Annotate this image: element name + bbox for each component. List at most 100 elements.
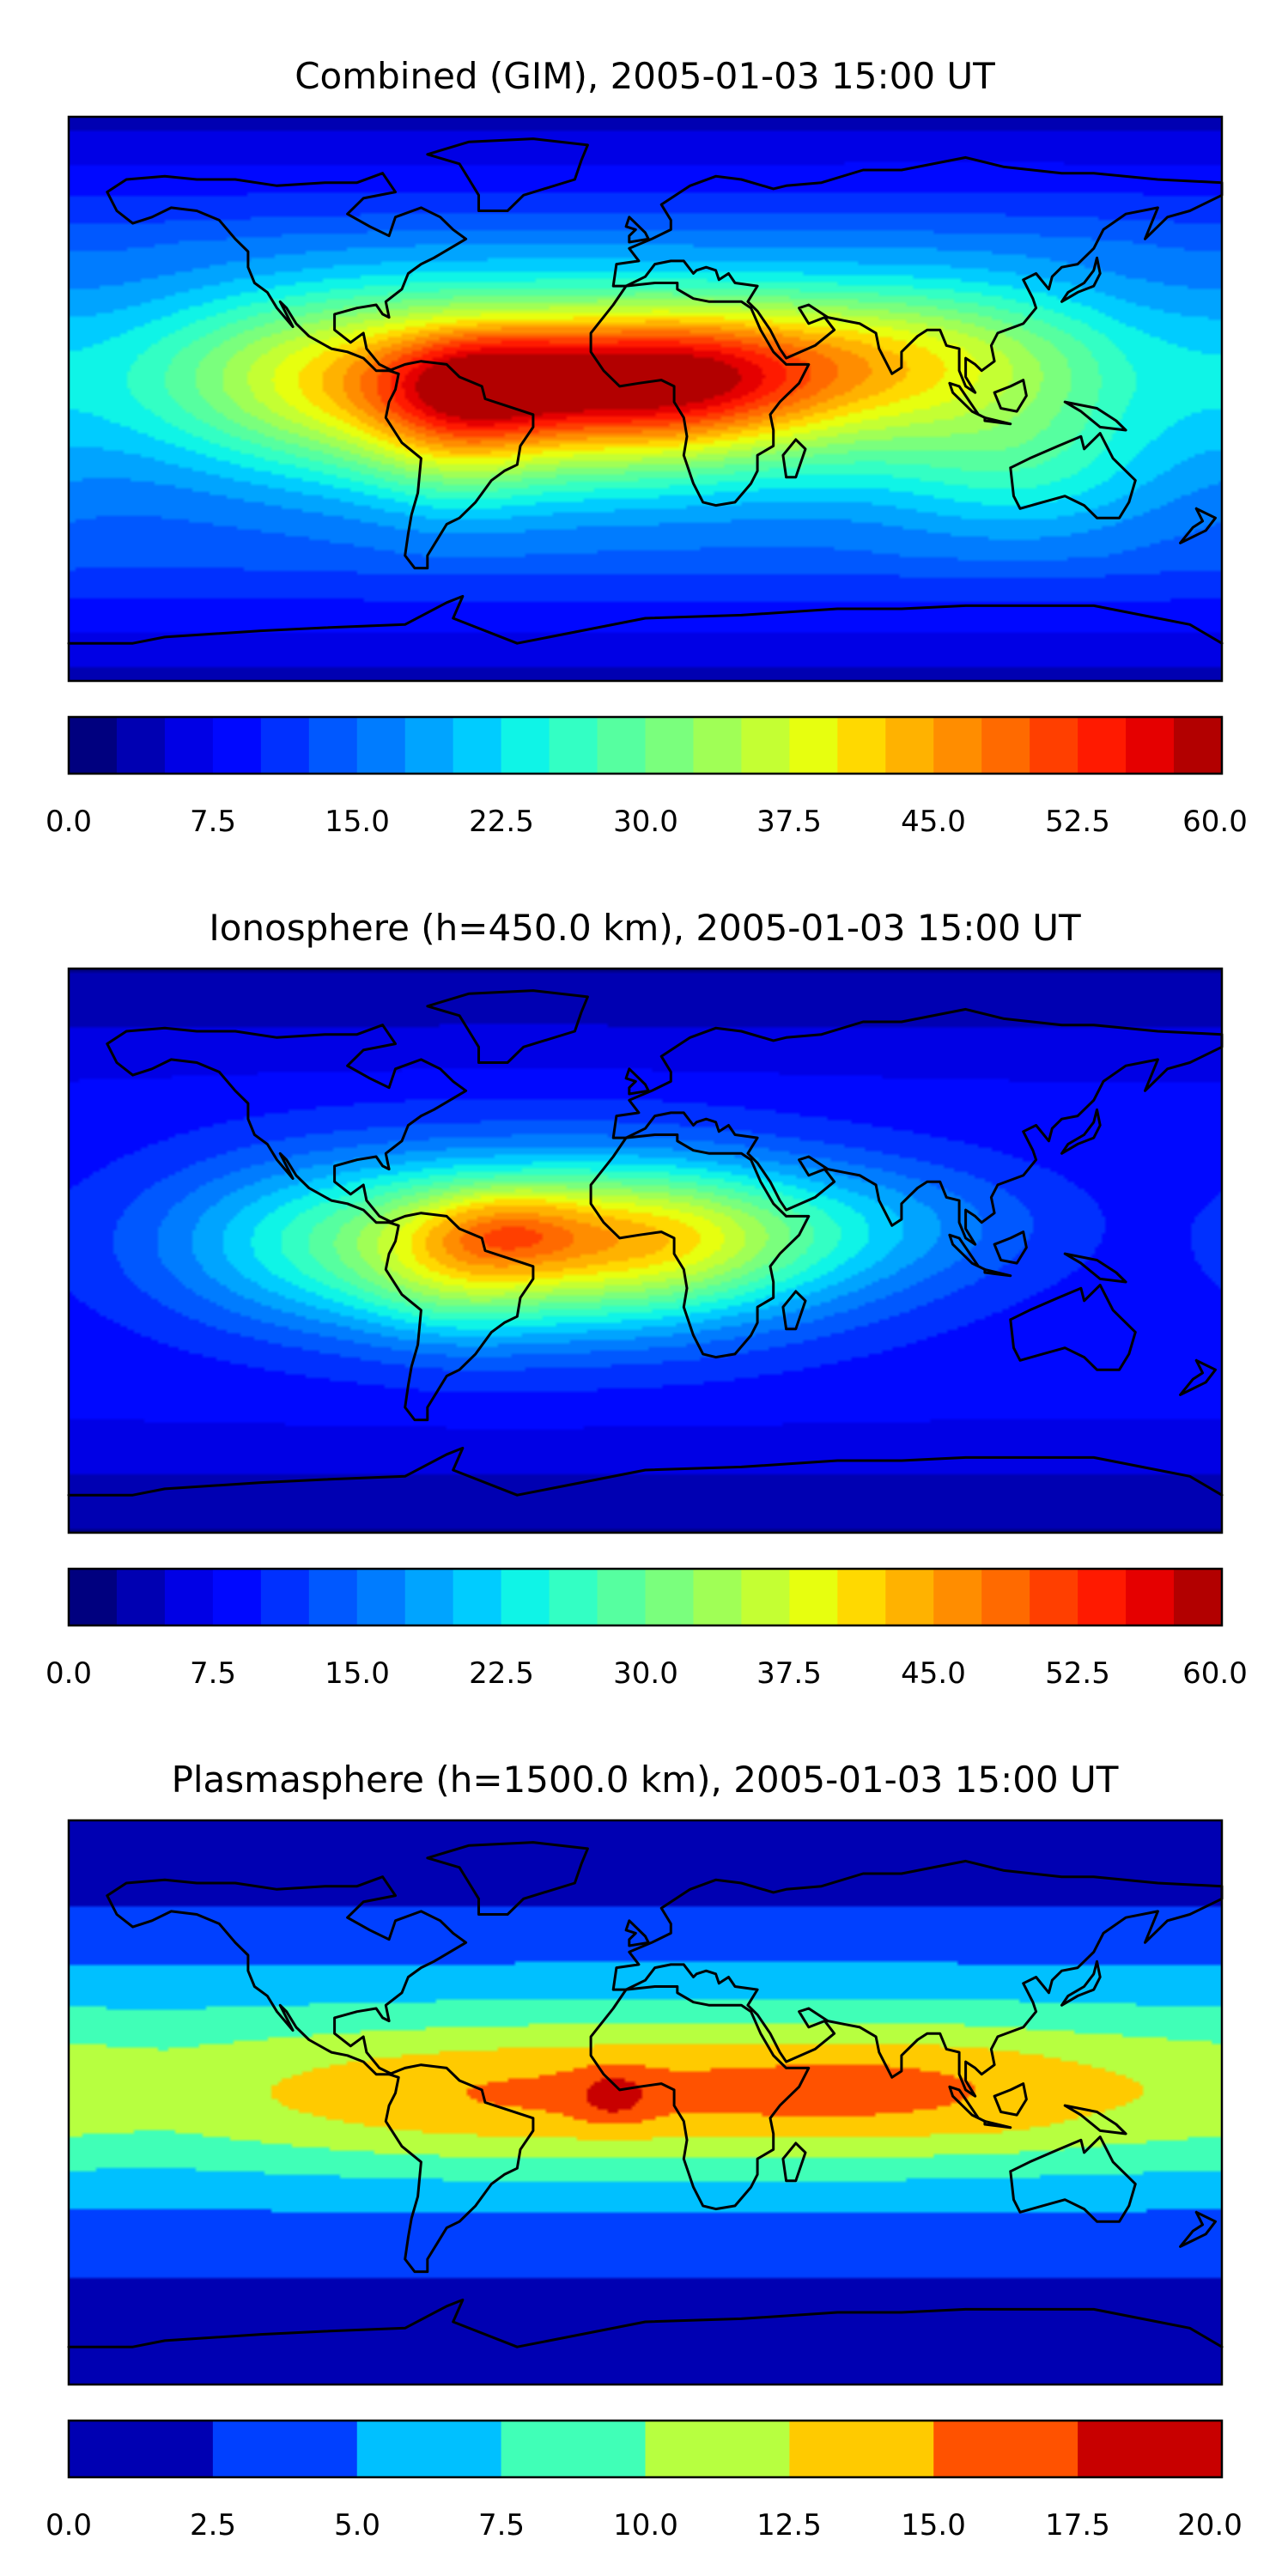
colorbar-tick-label: 7.5 (478, 2508, 525, 2543)
colorbar-swatch (789, 1569, 838, 1625)
coastline (624, 1919, 650, 1947)
coastline (983, 416, 1012, 426)
colorbar-tick-label: 52.5 (1045, 805, 1110, 839)
colorbar-swatch (549, 717, 598, 774)
colorbar-tick-label: 45.0 (901, 1656, 966, 1691)
colorbar-swatch (260, 1569, 310, 1625)
coastline (1179, 507, 1217, 544)
panel-title: Ionosphere (h=450.0 km), 2005-01-03 15:0… (209, 907, 1081, 949)
coastline (67, 1446, 1224, 1497)
colorbar-tick-label: 22.5 (469, 805, 534, 839)
coastline (1060, 1959, 1102, 2007)
coastline (384, 360, 535, 570)
colorbar-swatch (69, 2421, 214, 2477)
colorbar-tick-label: 45.0 (901, 805, 966, 839)
panel-ionosphere: Ionosphere (h=450.0 km), 2005-01-03 15:0… (46, 907, 1248, 1691)
colorbar-swatch (453, 1569, 502, 1625)
coastline (426, 137, 589, 212)
coastlines (67, 1841, 1224, 2348)
colorbar-swatch (645, 1569, 695, 1625)
coastline (993, 2082, 1028, 2117)
map-frame (67, 967, 1224, 1534)
coastline (781, 2142, 807, 2183)
colorbar-swatch (453, 717, 502, 774)
colorbar-swatch (308, 1569, 358, 1625)
colorbar-swatch (885, 1569, 934, 1625)
colorbar-tick-label: 0.0 (46, 2508, 92, 2543)
coastline (1009, 432, 1137, 519)
colorbar-swatch (1126, 1569, 1175, 1625)
colorbar-swatch (1030, 1569, 1078, 1625)
map-field-ionosphere (69, 969, 1222, 1533)
colorbar-swatch (308, 717, 358, 774)
colorbar-swatch (933, 1569, 982, 1625)
colorbar-swatch (549, 1569, 598, 1625)
colorbar-swatch (212, 2421, 358, 2477)
colorbar-swatch (501, 2421, 647, 2477)
panel-combined: Combined (GIM), 2005-01-03 15:00 UT 0.0 … (46, 55, 1248, 839)
colorbar-swatch (69, 1569, 118, 1625)
colorbar-swatch (741, 1569, 790, 1625)
colorbar-tick-label: 52.5 (1045, 1656, 1110, 1691)
colorbar-swatch (116, 1569, 166, 1625)
coastline (983, 2119, 1012, 2129)
coastlines (67, 137, 1224, 645)
colorbar (67, 715, 1224, 775)
colorbar-swatch (260, 717, 310, 774)
colorbar-swatch (1126, 717, 1175, 774)
colorbar-swatch (597, 1569, 647, 1625)
colorbar-frame (67, 1567, 1224, 1627)
coastline (589, 282, 811, 507)
colorbar-swatch (501, 1569, 550, 1625)
map-frame (67, 1819, 1224, 2386)
colorbar-swatch (501, 717, 550, 774)
coastline (67, 594, 1224, 645)
colorbar-swatch (933, 2421, 1078, 2477)
coastline (589, 1133, 811, 1359)
colorbar-swatch (212, 717, 262, 774)
colorbar-ticks: 0.0 2.5 5.0 7.5 10.0 12.5 15.0 17.5 20.0 (46, 2508, 1242, 2543)
coastline (106, 172, 468, 373)
colorbar-tick-label: 15.0 (325, 805, 390, 839)
panel-plasmasphere: Plasmasphere (h=1500.0 km), 2005-01-03 1… (46, 1759, 1242, 2543)
colorbar-swatch (885, 717, 934, 774)
colorbar-tick-label: 60.0 (1182, 805, 1248, 839)
coastline (1063, 1252, 1127, 1284)
colorbar-tick-label: 0.0 (46, 805, 92, 839)
coastline (1179, 2210, 1217, 2248)
panel-title: Plasmasphere (h=1500.0 km), 2005-01-03 1… (172, 1759, 1119, 1801)
coastline (781, 1290, 807, 1331)
colorbar-swatch (741, 717, 790, 774)
coastline (624, 216, 650, 244)
colorbar-swatch (1078, 2421, 1223, 2477)
coastline (624, 1067, 650, 1096)
map-field-combined (69, 117, 1222, 681)
colorbar-tick-label: 15.0 (325, 1656, 390, 1691)
colorbar-tick-label: 30.0 (613, 805, 678, 839)
colorbar-tick-label: 12.5 (756, 2508, 822, 2543)
colorbar-tick-label: 2.5 (190, 2508, 236, 2543)
coastline (106, 1024, 468, 1224)
colorbar-swatch (837, 1569, 886, 1625)
coastline (589, 1985, 811, 2211)
colorbar-tick-label: 7.5 (190, 805, 236, 839)
coastlines (67, 989, 1224, 1497)
coastline (1060, 256, 1102, 303)
coastline (1009, 2136, 1137, 2223)
colorbar-swatch (212, 1569, 262, 1625)
colorbar-swatch (597, 717, 647, 774)
coastline (993, 1230, 1028, 1265)
coastline (1063, 2104, 1127, 2136)
colorbar-swatch (404, 1569, 454, 1625)
colorbar-swatch (404, 717, 454, 774)
colorbar-tick-label: 20.0 (1177, 2508, 1242, 2543)
colorbar-ticks: 0.0 7.5 15.0 22.5 30.0 37.5 45.0 52.5 60… (46, 1656, 1248, 1691)
coastline (67, 2298, 1224, 2348)
colorbar-swatch (116, 717, 166, 774)
colorbar-swatch (981, 1569, 1030, 1625)
colorbar-swatch (356, 717, 406, 774)
colorbar-swatch (933, 717, 982, 774)
colorbar (67, 2419, 1224, 2479)
coastline (384, 1212, 535, 1422)
